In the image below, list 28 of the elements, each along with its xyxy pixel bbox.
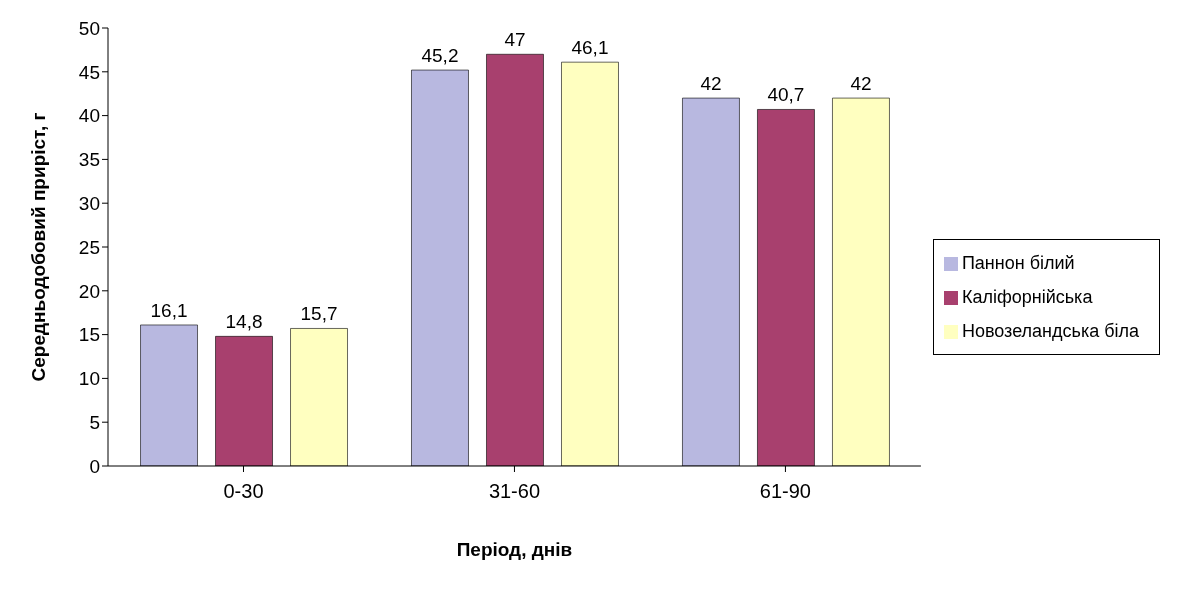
- y-tick-label: 10: [78, 368, 100, 390]
- x-tick-label: 31-60: [488, 480, 541, 503]
- y-tick-label: 50: [78, 17, 100, 39]
- data-label: 16,1: [150, 299, 188, 321]
- data-label: 40,7: [767, 84, 805, 106]
- legend-label: Каліфорнійська: [961, 287, 1093, 307]
- y-tick-label: 15: [78, 324, 100, 346]
- legend-label: Новозеландська біла: [961, 321, 1139, 341]
- data-label: 46,1: [571, 37, 609, 59]
- x-tick-label: 61-90: [759, 480, 811, 503]
- y-tick-label: 30: [78, 192, 100, 214]
- y-tick-label: 0: [89, 455, 100, 477]
- y-tick-label: 40: [78, 105, 100, 127]
- data-label: 42: [700, 73, 722, 95]
- data-label: 15,7: [300, 303, 338, 325]
- data-label: 45,2: [421, 45, 459, 67]
- y-tick-label: 5: [89, 411, 100, 433]
- y-axis-title: Середньодобовий приріст, г: [27, 112, 49, 382]
- y-tick-label: 20: [78, 280, 100, 302]
- data-label: 47: [504, 29, 526, 51]
- data-label: 14,8: [225, 311, 263, 333]
- legend-label: Паннон білий: [961, 253, 1075, 273]
- y-tick-label: 35: [78, 149, 100, 171]
- x-tick-label: 0-30: [223, 480, 264, 503]
- x-axis-title: Період, днів: [456, 539, 573, 560]
- y-tick-label: 45: [78, 61, 100, 83]
- data-label: 42: [850, 73, 872, 95]
- y-tick-label: 25: [78, 236, 100, 258]
